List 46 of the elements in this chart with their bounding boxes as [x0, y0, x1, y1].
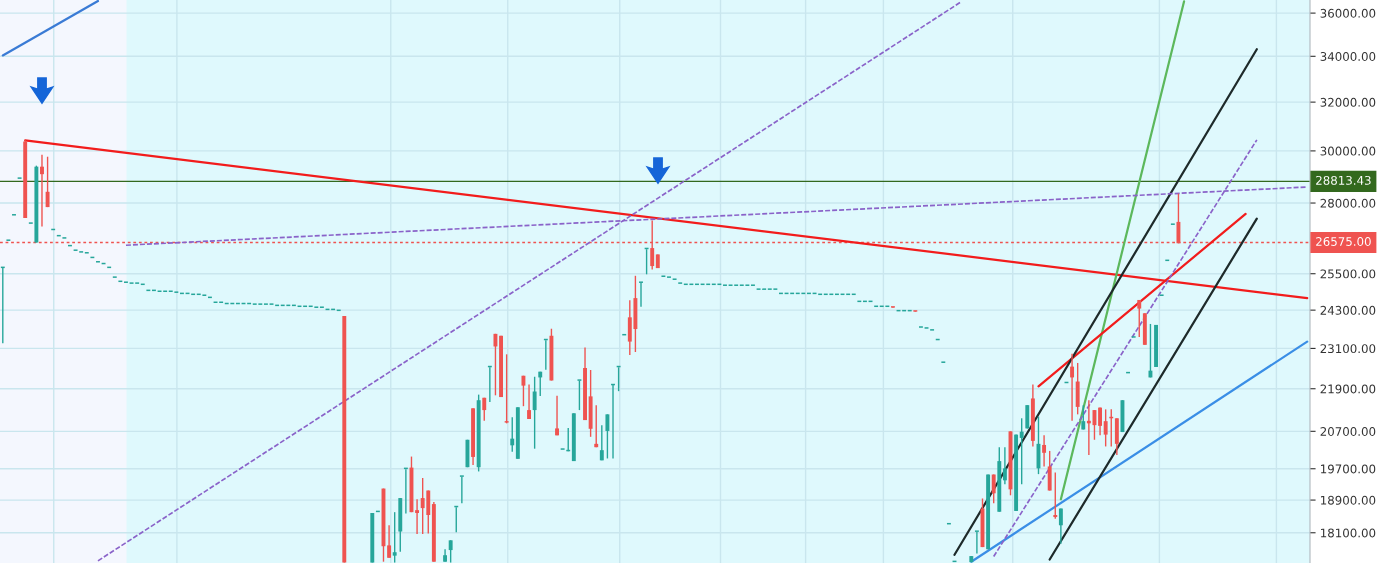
y-tick-label: 34000.00	[1320, 52, 1376, 61]
y-tick-label: 25500.00	[1320, 269, 1376, 279]
candlestick	[448, 539, 453, 563]
candlestick	[639, 281, 643, 308]
candlestick	[1042, 434, 1047, 468]
y-tick-label: 20700.00	[1320, 427, 1376, 436]
candlestick	[40, 153, 44, 228]
y-tick-label: 28000.00	[1320, 198, 1376, 208]
candlestick	[599, 424, 604, 462]
candlestick	[991, 473, 996, 504]
candlestick	[1002, 446, 1007, 485]
candlestick	[577, 379, 582, 411]
candlestick	[521, 375, 526, 407]
candlestick	[459, 475, 464, 504]
candlestick	[1137, 299, 1142, 338]
y-tick-label: 36000.00	[1320, 8, 1376, 18]
candlestick	[1053, 471, 1058, 520]
candlestick	[1058, 507, 1063, 545]
candlestick	[594, 404, 599, 448]
candlestick	[504, 353, 509, 425]
candlestick	[1098, 406, 1103, 437]
y-tick-label: 18100.00	[1321, 528, 1376, 538]
y-tick-label: 32000.00	[1320, 97, 1376, 107]
candlestick	[387, 524, 392, 559]
y-tick-label: 19700.00	[1321, 464, 1376, 474]
candlestick	[555, 394, 559, 437]
candlestick	[974, 530, 979, 555]
candlestick	[510, 416, 515, 453]
ref-line-label: 26575.00	[1316, 237, 1371, 246]
candlestick	[605, 413, 610, 460]
candlestick	[493, 333, 498, 397]
candlestick	[392, 511, 397, 563]
candlestick	[1103, 408, 1108, 448]
candlestick	[532, 376, 537, 450]
y-tick-label: 18900.00	[1321, 495, 1376, 505]
candlestick	[1081, 404, 1086, 431]
y-tick-label: 23100.00	[1320, 344, 1376, 354]
ref-line-label: 28813.43	[1316, 175, 1371, 185]
y-tick-label: 24300.00	[1320, 305, 1376, 315]
y-tick-label: 30000.00	[1320, 146, 1376, 156]
candlestick	[1019, 417, 1024, 485]
candlestick	[45, 156, 50, 208]
candlestick	[415, 498, 420, 535]
candlestick	[1070, 352, 1075, 422]
y-tick-label: 21900.00	[1320, 384, 1376, 394]
candlestick	[527, 383, 531, 420]
